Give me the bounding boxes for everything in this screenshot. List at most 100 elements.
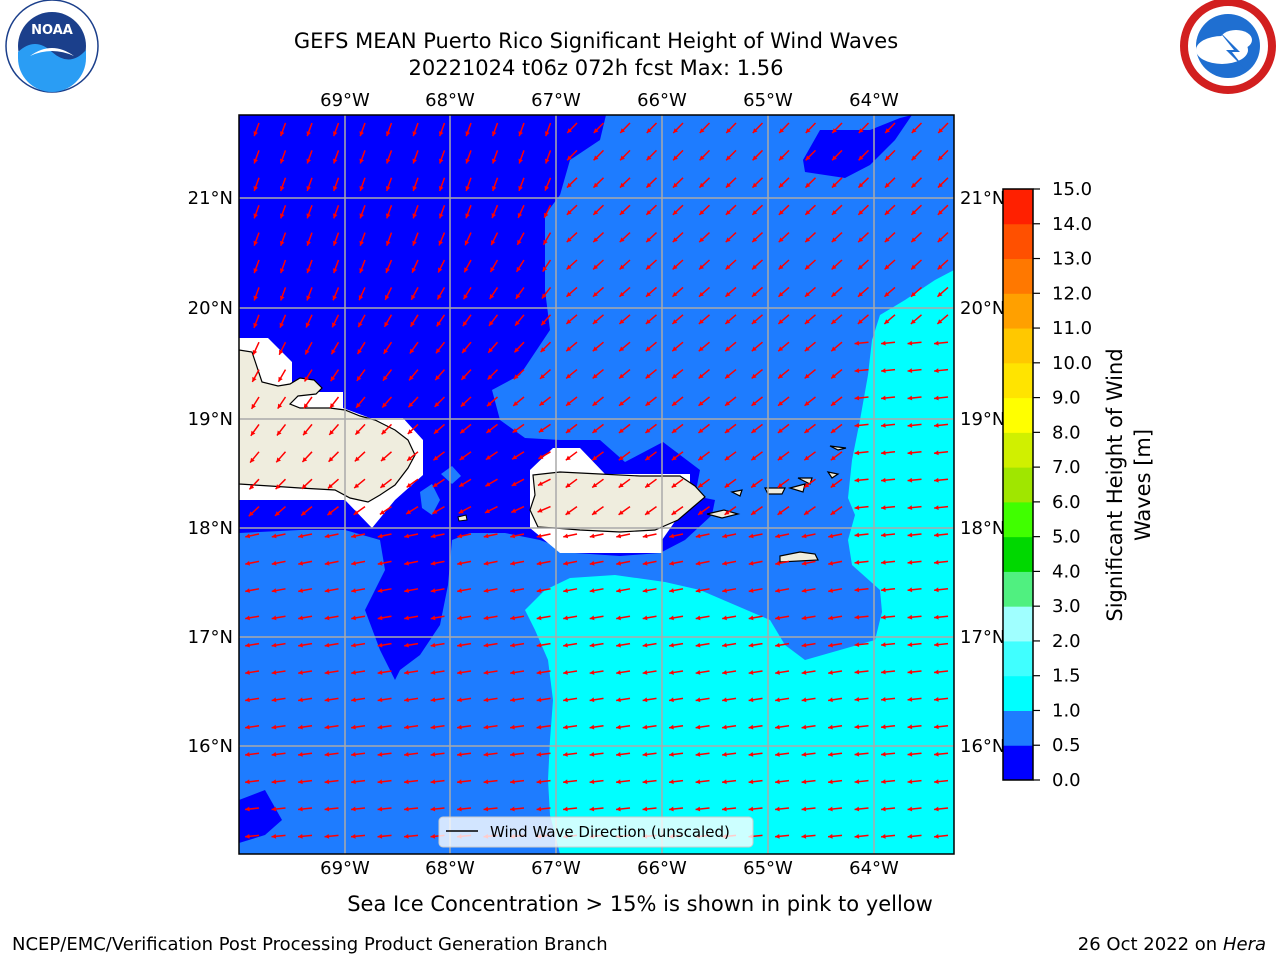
wave-arrow-head xyxy=(404,779,409,785)
wave-arrow-head xyxy=(354,483,360,489)
wave-arrow-head xyxy=(695,724,701,730)
wave-arrow-head xyxy=(430,752,436,757)
wave-arrow-head xyxy=(377,724,383,730)
wave-arrow-head xyxy=(695,806,701,812)
map-frame xyxy=(238,114,955,855)
wave-arrow-head xyxy=(483,588,489,593)
wave-arrow-head xyxy=(410,321,415,327)
wave-arrow-head xyxy=(324,642,330,648)
wave-arrow-head xyxy=(804,401,810,406)
band-10-15 xyxy=(525,270,954,854)
lat-label-left: 16°N xyxy=(188,736,233,757)
wave-arrow-head xyxy=(831,373,837,379)
wave-arrow-head xyxy=(725,319,731,324)
wave-arrow-head xyxy=(858,128,864,134)
wave-arrow-head xyxy=(831,319,837,324)
wave-arrow-head xyxy=(642,533,648,539)
wave-arrow-head xyxy=(907,614,913,620)
wave-arrow-head xyxy=(616,615,621,621)
wave-arrow-head xyxy=(357,349,362,355)
wave-arrow-head xyxy=(301,510,307,516)
lat-label-right: 21°N xyxy=(960,188,1005,209)
wave-arrow-head xyxy=(377,697,383,703)
wave-arrow-head xyxy=(303,403,309,409)
wave-arrow-head xyxy=(748,560,754,566)
wave-arrow-head xyxy=(513,401,519,406)
wave-arrow-head xyxy=(911,237,917,243)
wave-arrow-head xyxy=(483,560,489,566)
wave-arrow-head xyxy=(253,268,258,274)
wave-arrow-head xyxy=(306,186,311,191)
wave-arrow-head xyxy=(510,697,515,703)
wave-arrow-head xyxy=(457,697,462,703)
wave-arrow-head xyxy=(698,455,704,461)
wave-arrow-head xyxy=(510,588,515,593)
wave-arrow-head xyxy=(516,266,521,272)
wave-arrow-head xyxy=(406,509,412,515)
wave-arrow-head xyxy=(438,131,444,137)
wave-arrow-head xyxy=(430,670,436,675)
colorbar-tick-label: 14.0 xyxy=(1052,214,1092,235)
wave-arrow-head xyxy=(616,642,621,648)
lat-label-left: 20°N xyxy=(188,298,233,319)
wave-arrow-head xyxy=(934,340,939,346)
wave-arrow-head xyxy=(385,240,391,246)
wave-arrow-head xyxy=(642,560,648,566)
wave-arrow-head xyxy=(563,752,568,757)
wave-arrow-head xyxy=(305,349,310,355)
colorbar-frame xyxy=(1002,188,1034,781)
wave-arrow-head xyxy=(646,210,652,215)
wave-arrow-head xyxy=(510,670,515,675)
wave-arrow-head xyxy=(245,779,250,785)
wave-arrow-head xyxy=(565,482,571,488)
colorbar-blocks xyxy=(1003,189,1033,781)
wave-arrow-head xyxy=(434,402,440,407)
wave-arrow-head xyxy=(304,376,309,382)
wave-arrow-head xyxy=(279,295,285,301)
wave-arrow-head xyxy=(566,373,572,379)
wave-arrow-head xyxy=(589,724,595,730)
colorbar-tick-label: 11.0 xyxy=(1052,318,1092,339)
lat-label-left: 18°N xyxy=(188,518,233,539)
wave-arrow-head xyxy=(725,264,731,270)
wave-arrow-head xyxy=(672,401,677,406)
wave-arrow-head xyxy=(274,511,280,516)
wave-arrow-head xyxy=(589,560,595,566)
wave-arrow-head xyxy=(801,752,807,757)
wave-arrow-head xyxy=(483,642,489,648)
wave-arrow-head xyxy=(832,155,837,161)
wave-arrow-head xyxy=(831,264,837,270)
wave-arrow-head xyxy=(381,429,387,435)
wave-arrow-head xyxy=(279,131,285,137)
wave-arrow-head xyxy=(567,155,572,161)
wave-arrow-head xyxy=(934,368,939,373)
wave-arrow-head xyxy=(592,373,598,379)
wave-arrow-head xyxy=(433,428,439,434)
wave-arrow-head xyxy=(854,751,860,757)
wave-arrow-head xyxy=(804,455,810,461)
wave-arrow-head xyxy=(253,131,258,137)
wave-arrow-head xyxy=(404,806,409,812)
wave-arrow-head xyxy=(669,806,674,812)
sea-ice-note: Sea Ice Concentration > 15% is shown in … xyxy=(347,892,933,916)
wave-arrow-head xyxy=(801,560,807,566)
wave-arrow-head xyxy=(298,724,303,730)
wave-height-map xyxy=(239,115,954,854)
wave-arrow-head xyxy=(672,319,678,324)
lat-labels-right: 21°N 20°N 19°N 18°N 17°N 16°N xyxy=(960,188,1005,757)
wave-arrow-head xyxy=(351,779,356,785)
wave-arrow-head xyxy=(245,806,250,812)
wave-arrow-head xyxy=(353,510,359,515)
wave-arrow-head xyxy=(382,402,387,408)
wave-arrow-head xyxy=(457,670,462,675)
wave-arrow-head xyxy=(435,375,440,381)
wave-arrow-head xyxy=(544,131,550,137)
wave-arrow-head xyxy=(778,319,784,324)
wave-arrow-head xyxy=(616,697,621,703)
wave-arrow-head xyxy=(298,615,303,621)
wave-arrow-head xyxy=(359,158,364,164)
wave-arrow-head xyxy=(279,349,284,355)
wave-arrow-head xyxy=(536,615,542,621)
wave-arrow-head xyxy=(566,237,572,243)
